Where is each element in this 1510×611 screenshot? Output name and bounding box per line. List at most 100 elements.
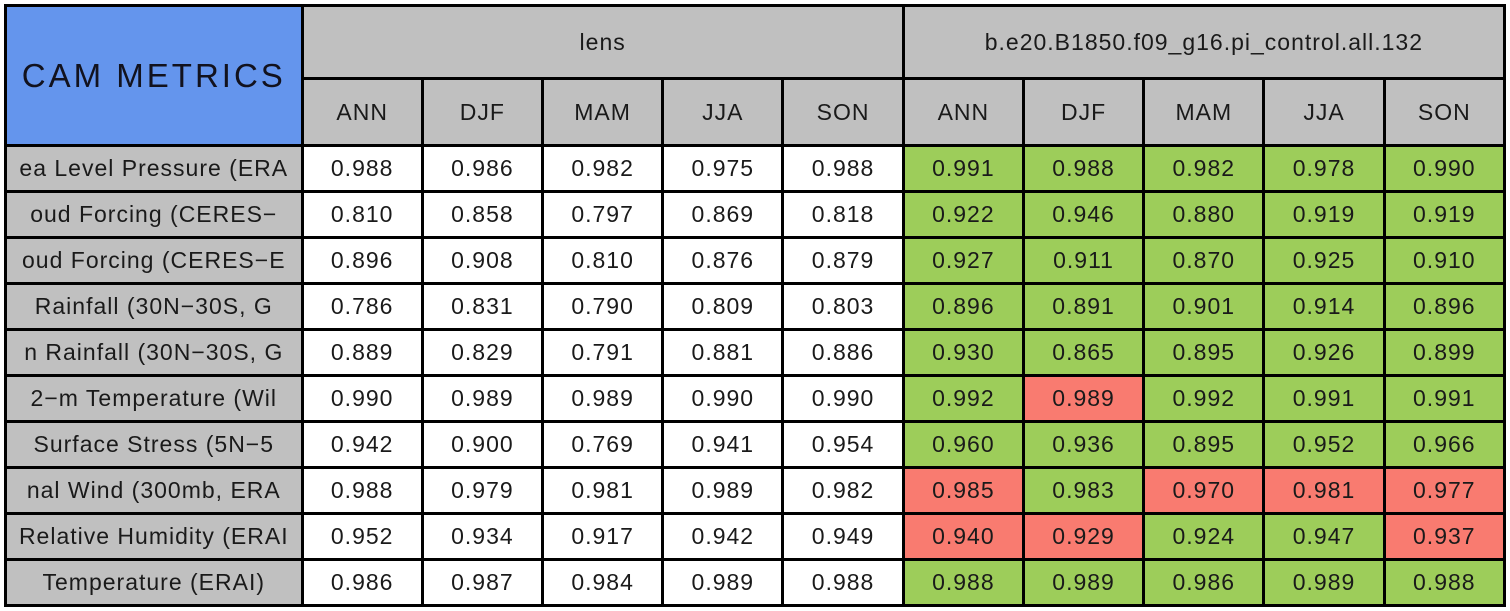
lens-value-cell: 0.934 <box>420 512 545 561</box>
case-value-cell-green: 0.865 <box>1021 328 1146 377</box>
row-label: oud Forcing (CERES−E <box>4 236 304 285</box>
lens-value-cell: 0.831 <box>420 282 545 331</box>
lens-value-cell: 0.809 <box>661 282 785 331</box>
case-value-cell-green: 0.966 <box>1382 420 1507 469</box>
case-value-cell-green: 0.988 <box>1382 558 1507 607</box>
lens-value-cell: 0.786 <box>300 282 424 331</box>
lens-value-cell: 0.879 <box>781 236 905 285</box>
table-row: Temperature (ERAI) 0.986 0.987 0.984 0.989 0.… <box>4 558 1507 607</box>
season-header-mam-group0: MAM <box>540 77 665 147</box>
lens-value-cell: 0.982 <box>781 466 905 515</box>
lens-value-cell: 0.984 <box>540 558 665 607</box>
case-value-cell-green: 0.946 <box>1021 190 1146 239</box>
case-value-cell-green: 0.978 <box>1262 144 1386 193</box>
case-value-cell-green: 0.991 <box>1382 374 1507 423</box>
table-row: 2−m Temperature (Wil 0.990 0.989 0.989 0.990… <box>4 374 1507 423</box>
row-label: 2−m Temperature (Wil <box>4 374 304 423</box>
case-value-cell-green: 0.952 <box>1262 420 1386 469</box>
lens-value-cell: 0.881 <box>661 328 785 377</box>
case-value-cell-green: 0.911 <box>1021 236 1146 285</box>
season-header-djf-group1: DJF <box>1021 77 1146 147</box>
case-value-cell-green: 0.910 <box>1382 236 1507 285</box>
season-header-ann-group1: ANN <box>901 77 1025 147</box>
case-value-cell-green: 0.982 <box>1142 144 1266 193</box>
row-label: Relative Humidity (ERAI <box>4 512 304 561</box>
lens-value-cell: 0.803 <box>781 282 905 331</box>
table-row: nal Wind (300mb, ERA 0.988 0.979 0.981 0.989… <box>4 466 1507 515</box>
lens-value-cell: 0.797 <box>540 190 665 239</box>
lens-value-cell: 0.949 <box>781 512 905 561</box>
lens-value-cell: 0.988 <box>781 144 905 193</box>
lens-value-cell: 0.917 <box>540 512 665 561</box>
lens-value-cell: 0.942 <box>300 420 424 469</box>
case-value-cell-green: 0.936 <box>1021 420 1146 469</box>
case-value-cell-green: 0.990 <box>1382 144 1507 193</box>
case-value-cell-green: 0.895 <box>1142 328 1266 377</box>
lens-value-cell: 0.818 <box>781 190 905 239</box>
lens-value-cell: 0.791 <box>540 328 665 377</box>
case-value-cell-green: 0.901 <box>1142 282 1266 331</box>
case-value-cell-red: 0.929 <box>1021 512 1146 561</box>
case-value-cell-green: 0.895 <box>1142 420 1266 469</box>
table-row: n Rainfall (30N−30S, G 0.889 0.829 0.791 0.8… <box>4 328 1507 377</box>
case-value-cell-green: 0.926 <box>1262 328 1386 377</box>
lens-value-cell: 0.810 <box>300 190 424 239</box>
cam-metrics-table: CAM METRICS lens b.e20.B1850.f09_g16.pi_… <box>4 4 1507 607</box>
lens-value-cell: 0.858 <box>420 190 545 239</box>
lens-value-cell: 0.975 <box>661 144 785 193</box>
season-header-row: ANN DJF MAM JJA SON ANN DJF MAM JJA SON <box>6 77 1507 147</box>
case-value-cell-green: 0.947 <box>1262 512 1386 561</box>
season-header-jja-group1: JJA <box>1262 77 1386 147</box>
case-value-cell-green: 0.891 <box>1021 282 1146 331</box>
lens-value-cell: 0.942 <box>661 512 785 561</box>
case-value-cell-green: 0.986 <box>1142 558 1266 607</box>
case-value-cell-green: 0.914 <box>1262 282 1386 331</box>
lens-value-cell: 0.889 <box>300 328 424 377</box>
lens-value-cell: 0.908 <box>420 236 545 285</box>
lens-value-cell: 0.989 <box>420 374 545 423</box>
season-header-djf-group0: DJF <box>420 77 545 147</box>
lens-value-cell: 0.987 <box>420 558 545 607</box>
lens-value-cell: 0.986 <box>420 144 545 193</box>
lens-value-cell: 0.896 <box>300 236 424 285</box>
case-value-cell-green: 0.991 <box>901 144 1025 193</box>
case-value-cell-green: 0.922 <box>901 190 1025 239</box>
lens-value-cell: 0.952 <box>300 512 424 561</box>
case-value-cell-green: 0.983 <box>1021 466 1146 515</box>
lens-value-cell: 0.982 <box>540 144 665 193</box>
lens-value-cell: 0.810 <box>540 236 665 285</box>
table-row: ea Level Pressure (ERA 0.988 0.986 0.982 0.9… <box>4 144 1507 193</box>
lens-value-cell: 0.988 <box>300 144 424 193</box>
lens-value-cell: 0.990 <box>300 374 424 423</box>
case-value-cell-green: 0.991 <box>1262 374 1386 423</box>
case-value-cell-green: 0.989 <box>1021 558 1146 607</box>
season-header-son-group0: SON <box>781 77 905 147</box>
case-value-cell-green: 0.899 <box>1382 328 1507 377</box>
season-header-mam-group1: MAM <box>1142 77 1266 147</box>
case-value-cell-green: 0.988 <box>901 558 1025 607</box>
season-header-jja-group0: JJA <box>661 77 785 147</box>
lens-value-cell: 0.990 <box>661 374 785 423</box>
case-value-cell-green: 0.927 <box>901 236 1025 285</box>
case-value-cell-green: 0.896 <box>901 282 1025 331</box>
row-label: ea Level Pressure (ERA <box>4 144 304 193</box>
case-value-cell-red: 0.970 <box>1142 466 1266 515</box>
table-row: oud Forcing (CERES− 0.810 0.858 0.797 0.869 0… <box>4 190 1507 239</box>
table-row: Rainfall (30N−30S, G 0.786 0.831 0.790 0.809… <box>4 282 1507 331</box>
row-label: oud Forcing (CERES− <box>4 190 304 239</box>
lens-value-cell: 0.769 <box>540 420 665 469</box>
case-value-cell-red: 0.937 <box>1382 512 1507 561</box>
lens-value-cell: 0.979 <box>420 466 545 515</box>
case-value-cell-red: 0.985 <box>901 466 1025 515</box>
case-value-cell-green: 0.880 <box>1142 190 1266 239</box>
lens-value-cell: 0.954 <box>781 420 905 469</box>
lens-value-cell: 0.989 <box>661 558 785 607</box>
case-value-cell-green: 0.989 <box>1262 558 1386 607</box>
lens-value-cell: 0.988 <box>300 466 424 515</box>
season-header-son-group1: SON <box>1382 77 1507 147</box>
table-title: CAM METRICS <box>4 4 304 147</box>
lens-value-cell: 0.989 <box>661 466 785 515</box>
case-value-cell-green: 0.925 <box>1262 236 1386 285</box>
row-label: nal Wind (300mb, ERA <box>4 466 304 515</box>
